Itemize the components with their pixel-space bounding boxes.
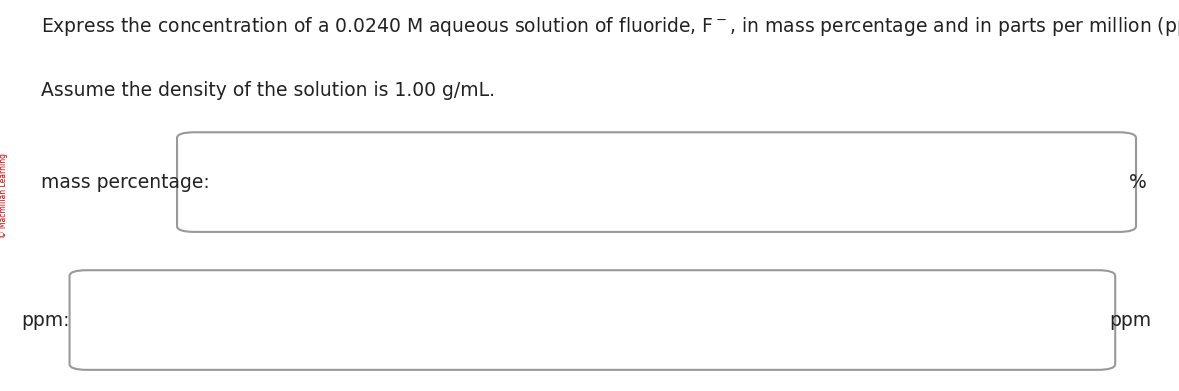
Text: %: %: [1129, 172, 1147, 192]
Text: Express the concentration of a 0.0240 M aqueous solution of fluoride, F$^-$, in : Express the concentration of a 0.0240 M …: [40, 15, 1179, 38]
Text: mass percentage:: mass percentage:: [40, 172, 210, 192]
Text: ppm:: ppm:: [21, 310, 70, 330]
Text: © Macmillan Learning: © Macmillan Learning: [0, 153, 8, 238]
FancyBboxPatch shape: [177, 132, 1137, 232]
Text: Assume the density of the solution is 1.00 g/mL.: Assume the density of the solution is 1.…: [40, 81, 495, 100]
Text: ppm: ppm: [1109, 310, 1152, 330]
FancyBboxPatch shape: [70, 270, 1115, 370]
